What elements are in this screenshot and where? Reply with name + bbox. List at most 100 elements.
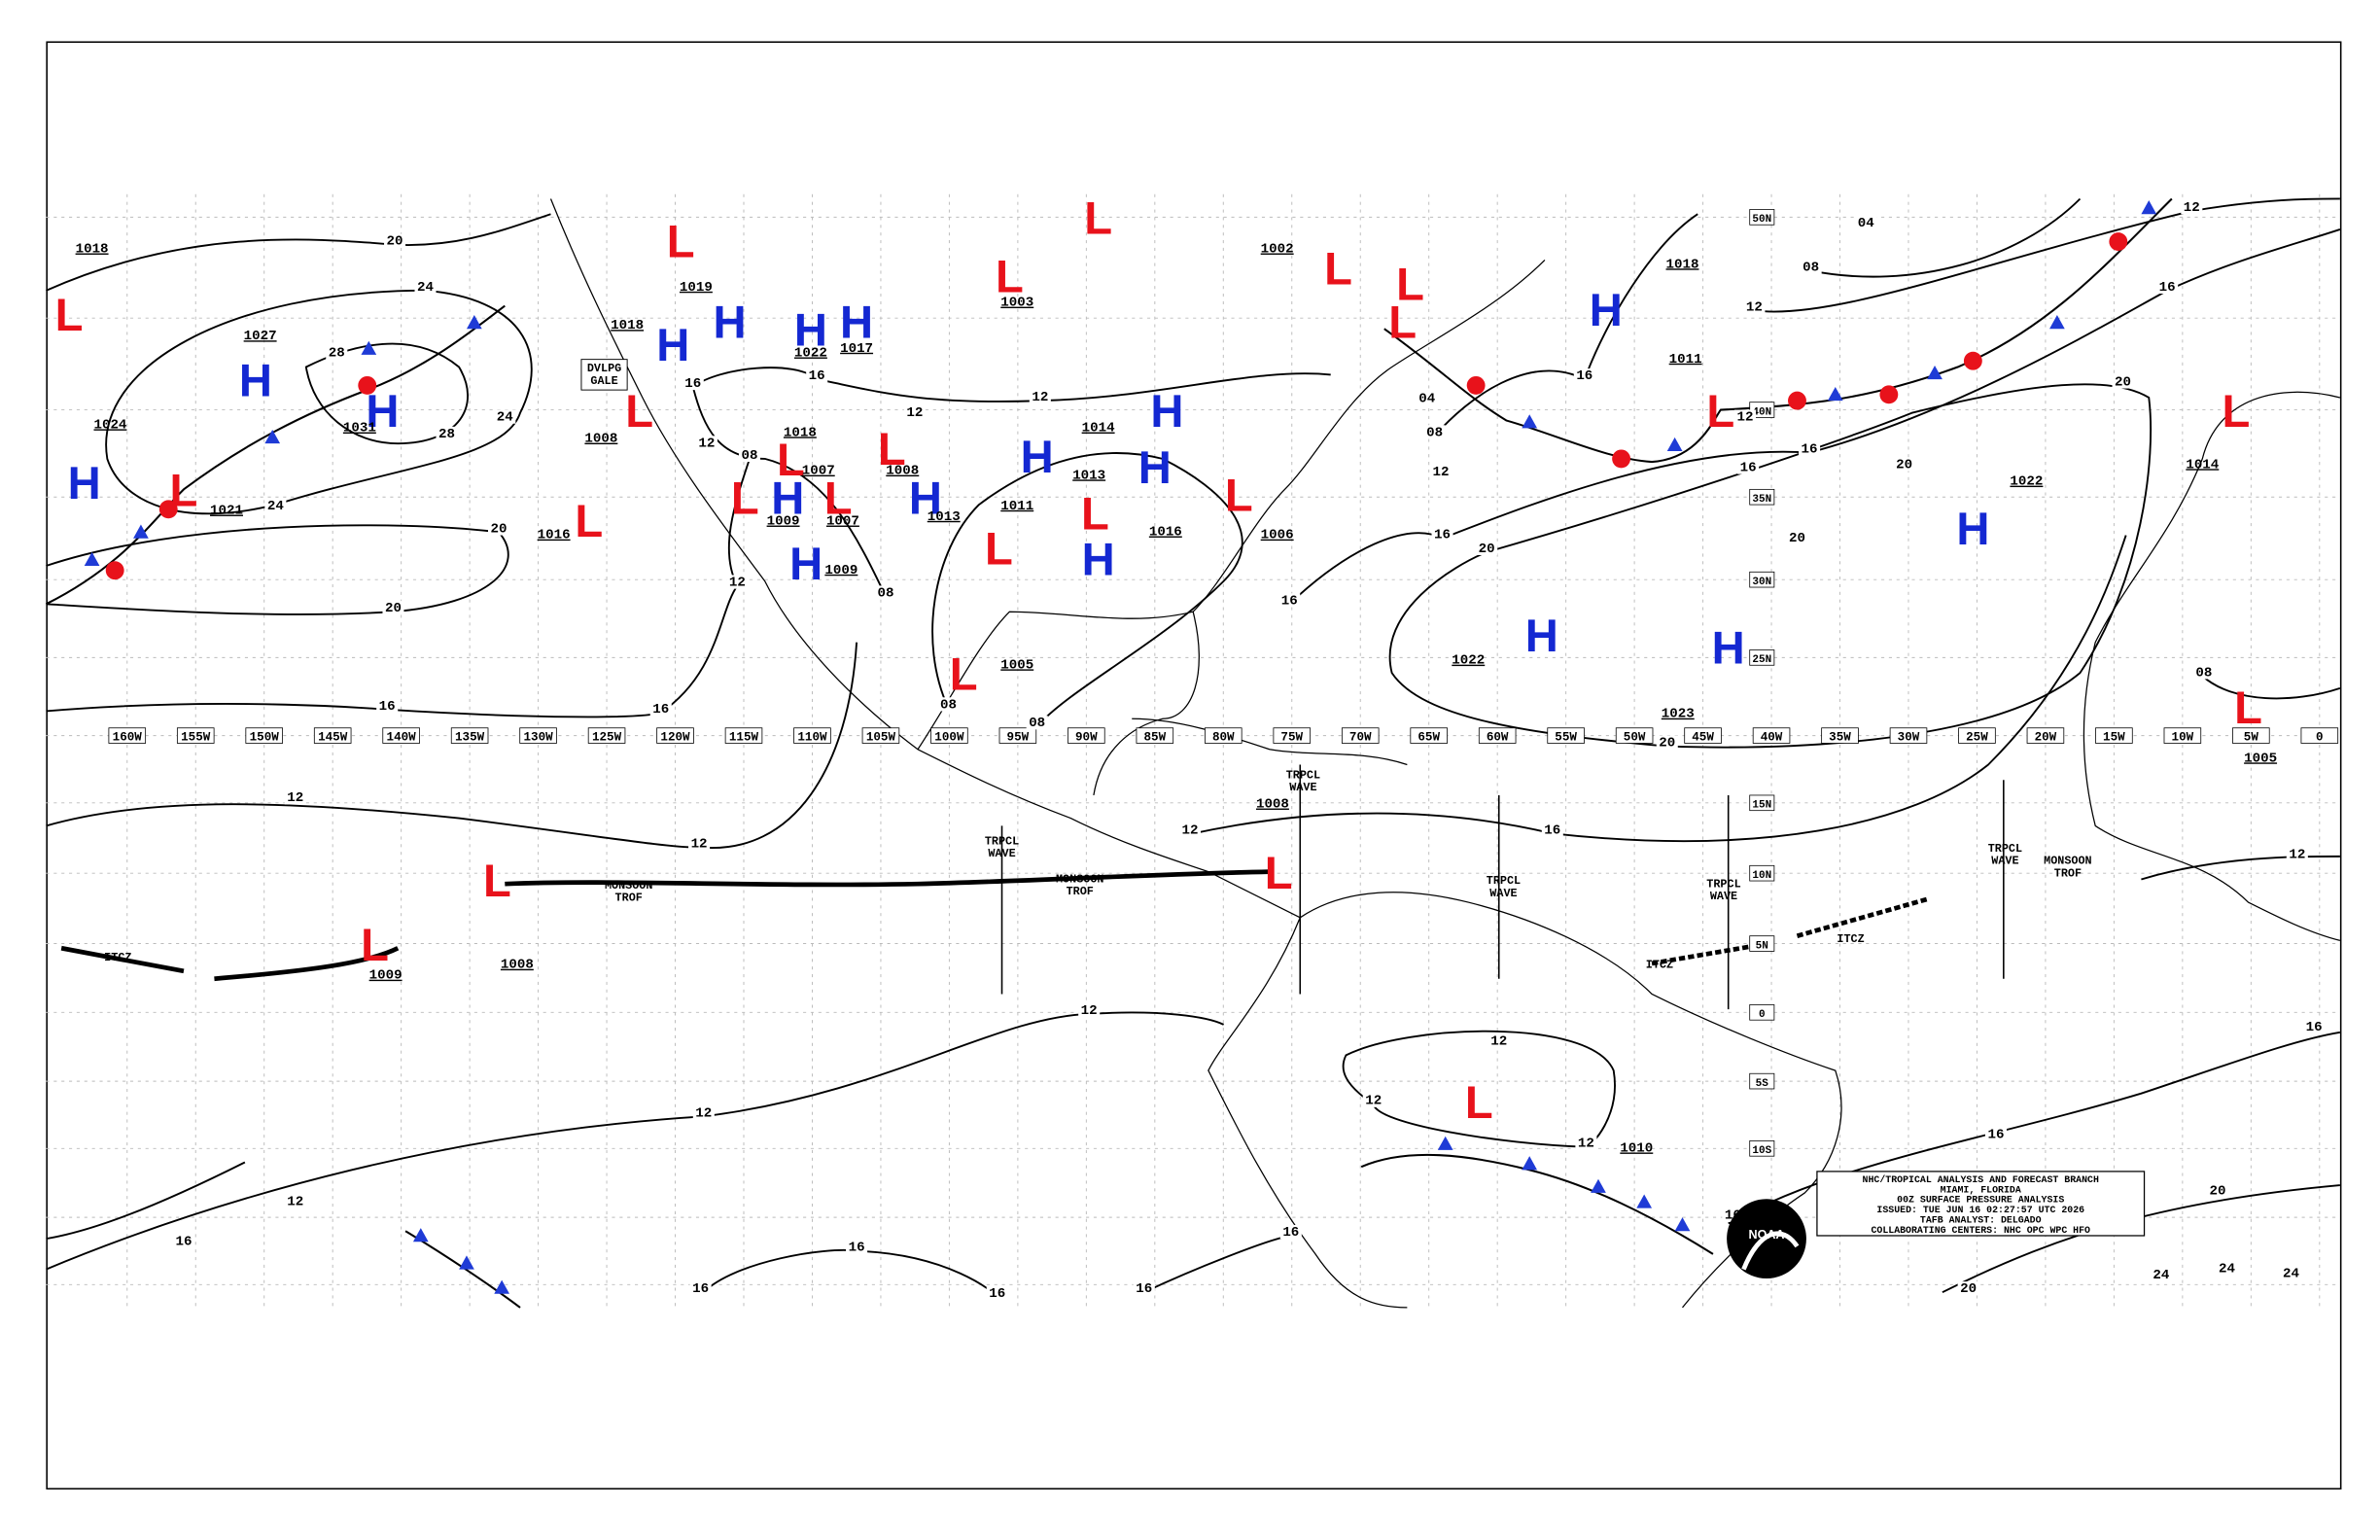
- isobar-value: 12: [1032, 390, 1048, 405]
- lon-label-box: [1958, 727, 1996, 744]
- lon-label-box: [1341, 727, 1380, 744]
- title-line: ISSUED: TUE JUN 16 02:27:57 UTC 2026: [1876, 1205, 2084, 1215]
- isobar-value: 04: [1858, 216, 1874, 231]
- annotation: TRPCL: [1487, 874, 1521, 888]
- pressure-value: 1018: [1666, 257, 1699, 272]
- pressure-center: L: [1396, 258, 1424, 309]
- pressure-value: 1011: [1669, 352, 1702, 368]
- lon-label-box: [1068, 727, 1105, 744]
- coastline: [1132, 718, 1408, 766]
- isobar-value: 16: [2306, 1020, 2323, 1035]
- pressure-value: 1019: [680, 280, 713, 296]
- longitude-label: 145W: [318, 730, 348, 744]
- lon-label-box: [587, 727, 626, 744]
- lon-label-box: [176, 727, 215, 744]
- latitude-label: 5N: [1756, 940, 1768, 952]
- isobar-value: 16: [1576, 368, 1592, 384]
- warm-front-bump: [1466, 375, 1486, 395]
- isobar-value-bg: [487, 521, 510, 536]
- lat-label-box: [1749, 488, 1775, 506]
- lon-label-box: [2163, 727, 2202, 744]
- pressure-center: H: [1712, 622, 1745, 674]
- isobar-value-bg: [695, 436, 718, 450]
- lon-label-box: [1752, 727, 1791, 744]
- latitude-label: 30N: [1752, 577, 1771, 588]
- isobar-value-bg: [1029, 390, 1051, 404]
- pressure-value: 1007: [802, 464, 835, 479]
- pressure-value: 1008: [1256, 797, 1289, 813]
- isobar-value: 24: [2283, 1266, 2299, 1281]
- coastline: [1299, 892, 1842, 1309]
- lon-label-box: [1615, 727, 1654, 744]
- isobar-value-bg: [172, 1234, 194, 1248]
- longitude-label: 0: [2316, 730, 2324, 744]
- isobar-value: 28: [329, 346, 345, 362]
- isobar-value-bg: [649, 702, 672, 717]
- longitude-label: 90W: [1075, 730, 1098, 744]
- pressure-value: 1021: [210, 504, 243, 519]
- pressure-center: L: [731, 472, 759, 524]
- isobar-value: 08: [1029, 716, 1045, 731]
- isobar-value-bg: [2303, 1020, 2326, 1034]
- longitude-label: 10W: [2172, 730, 2194, 744]
- isobar-value-bg: [494, 409, 516, 424]
- pressure-value: 1006: [1261, 528, 1294, 543]
- isobar: [2141, 855, 2340, 881]
- longitude-label: 25W: [1966, 730, 1988, 744]
- pressure-value: 1008: [501, 958, 534, 973]
- lon-label-box: [1273, 727, 1312, 744]
- isobar-value-bg: [326, 345, 348, 360]
- annotation: TROF: [615, 891, 643, 904]
- isobar-value: 12: [1578, 1137, 1594, 1152]
- isobar-value: 12: [2289, 847, 2305, 862]
- cold-front-triangle: [1674, 1217, 1691, 1232]
- longitude-label: 45W: [1692, 730, 1714, 744]
- isobar: [46, 642, 858, 850]
- longitude-label: 70W: [1349, 730, 1372, 744]
- longitude-label: 110W: [797, 730, 827, 744]
- annotation: WAVE: [1710, 890, 1737, 903]
- isobar-value: 16: [1740, 460, 1757, 475]
- pressure-center: H: [68, 457, 101, 508]
- isobar-value: 16: [2159, 280, 2176, 296]
- pressure-center: L: [1265, 847, 1293, 898]
- isobar-value: 20: [1659, 736, 1675, 752]
- isobar-value-bg: [264, 498, 287, 512]
- cold-front-triangle: [459, 1255, 474, 1270]
- pressure-value: 1008: [886, 464, 919, 479]
- pressure-center: L: [996, 250, 1024, 301]
- pressure-center: L: [483, 855, 511, 906]
- pressure-center: H: [794, 303, 827, 355]
- isobar: [46, 584, 739, 718]
- lon-label-box: [1547, 727, 1585, 744]
- isobar-value: 16: [1987, 1127, 2004, 1142]
- cold-front-triangle: [361, 340, 377, 355]
- longitude-label: 125W: [592, 730, 622, 744]
- isobar-value-bg: [2156, 279, 2179, 295]
- isobar-value-bg: [1078, 1002, 1101, 1018]
- isobar-value: 16: [849, 1241, 865, 1256]
- isobar-value-bg: [903, 404, 926, 419]
- pressure-value: 1013: [1072, 468, 1105, 483]
- pressure-center: H: [1150, 385, 1183, 437]
- cold-front-triangle: [133, 524, 149, 539]
- lon-label-box: [930, 727, 968, 744]
- isobar-value: 16: [175, 1234, 192, 1249]
- cold-front-triangle: [1636, 1194, 1653, 1208]
- annotation: MONSOON: [1056, 873, 1104, 887]
- annotation: TRPCL: [1706, 877, 1740, 891]
- isobar-value-bg: [1893, 457, 1915, 472]
- coastline: [1208, 917, 1408, 1309]
- pressure-center: H: [840, 297, 873, 348]
- isobar-value-bg: [1178, 822, 1202, 837]
- isobar-value-bg: [1733, 409, 1757, 424]
- isobar-value: 12: [287, 1195, 303, 1210]
- logo-bird: [1741, 1231, 1800, 1271]
- lat-label-box: [1749, 1072, 1775, 1090]
- pressure-center: L: [777, 434, 805, 485]
- pressure-value: 1018: [76, 242, 109, 258]
- isobar-value: 12: [1081, 1003, 1098, 1019]
- pressure-center: H: [1956, 503, 1989, 554]
- coastline: [2082, 391, 2341, 941]
- pressure-value: 1018: [784, 425, 817, 440]
